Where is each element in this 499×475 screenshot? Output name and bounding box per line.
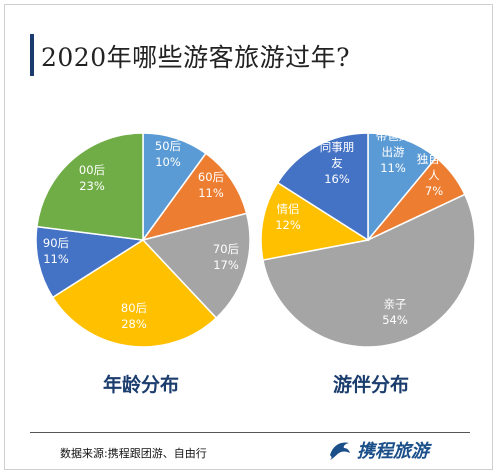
pie-slice bbox=[35, 225, 146, 299]
brand-logo: 携程旅游 bbox=[327, 437, 429, 463]
slice-label: 50后 10% bbox=[155, 139, 181, 169]
pie-1: 带爸妈出游 11%独自一人 7% 亲子 54% 情侣 12% 同事朋友 16% bbox=[260, 129, 476, 348]
chart-frame bbox=[4, 4, 493, 470]
footer-divider bbox=[30, 432, 470, 433]
pie-slice bbox=[276, 132, 369, 242]
slice-label: 60后 11% bbox=[198, 170, 224, 200]
pie-slice bbox=[51, 239, 218, 348]
age-pie-title: 年龄分布 bbox=[103, 374, 180, 396]
brand-name: 携程旅游 bbox=[357, 441, 429, 462]
slice-label: 带爸妈出游 11% bbox=[376, 129, 411, 175]
slice-label: 同事朋友 16% bbox=[320, 140, 355, 186]
pie-slice bbox=[367, 132, 438, 243]
dolphin-icon bbox=[330, 442, 350, 460]
pie-slice bbox=[141, 152, 248, 242]
pie-slice bbox=[141, 212, 251, 320]
slice-label: 70后 17% bbox=[213, 242, 239, 272]
companion-pie-title: 游伴分布 bbox=[333, 374, 410, 396]
slice-label: 独自一人 7% bbox=[417, 152, 452, 198]
slice-label: 00后 23% bbox=[79, 163, 105, 193]
pie-slice bbox=[36, 132, 144, 241]
chart-title: 2020年哪些游客旅游过年? bbox=[41, 43, 351, 72]
slice-label: 亲子 54% bbox=[382, 297, 408, 327]
title-accent-bar bbox=[30, 34, 34, 76]
slice-label: 情侣 12% bbox=[275, 202, 301, 232]
slice-label: 80后 28% bbox=[121, 301, 147, 331]
pie-slice bbox=[260, 181, 371, 261]
pie-0: 50后 10% 60后 11% 70后 17% 80后 28% 90后 11% 00后 23% bbox=[35, 132, 251, 348]
data-source: 数据来源:携程跟团游、自由行 bbox=[60, 447, 207, 460]
pie-slice bbox=[262, 193, 476, 348]
slice-label: 90后 11% bbox=[43, 236, 69, 266]
